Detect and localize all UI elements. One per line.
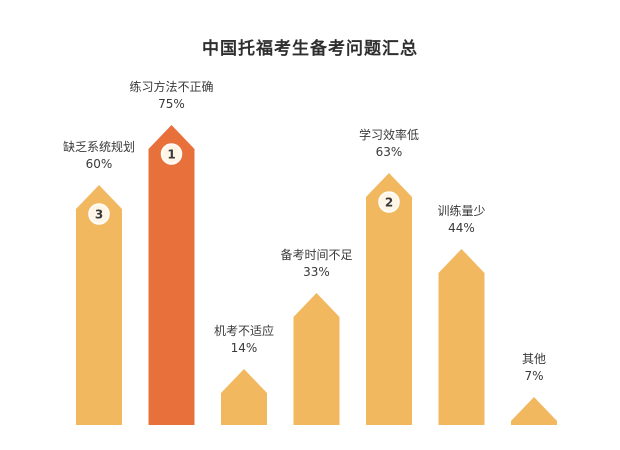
- value-label-4: 33%: [303, 265, 330, 279]
- category-label-2: 练习方法不正确: [129, 79, 213, 94]
- value-label-7: 7%: [524, 369, 543, 383]
- value-label-6: 44%: [448, 221, 475, 235]
- chart-title: 中国托福考生备考问题汇总: [202, 39, 418, 59]
- category-label-4: 备考时间不足: [280, 248, 352, 262]
- category-label-7: 其他: [522, 352, 546, 366]
- bar-5: [366, 173, 412, 425]
- value-label-2: 75%: [158, 97, 185, 111]
- category-label-5: 学习效率低: [359, 127, 419, 142]
- category-label-3: 机考不适应: [214, 323, 274, 338]
- bar-3: [221, 369, 267, 425]
- bar-7: [511, 397, 557, 425]
- bar-4: [293, 293, 340, 425]
- bar-1: [76, 185, 122, 425]
- rank-badge-label-2: 1: [167, 148, 175, 162]
- value-label-3: 14%: [231, 341, 258, 355]
- rank-badge-5: [378, 191, 400, 213]
- value-label-1: 60%: [86, 157, 113, 171]
- rank-badge-label-5: 2: [385, 196, 393, 210]
- rank-badge-label-1: 3: [95, 208, 103, 222]
- category-label-6: 训练量少: [437, 203, 485, 218]
- value-label-5: 63%: [376, 145, 403, 159]
- bar-2: [148, 125, 195, 425]
- category-label-1: 缺乏系统规划: [63, 139, 135, 154]
- bar-6: [438, 249, 485, 425]
- rank-badge-2: [160, 143, 183, 165]
- rank-badge-1: [88, 203, 110, 225]
